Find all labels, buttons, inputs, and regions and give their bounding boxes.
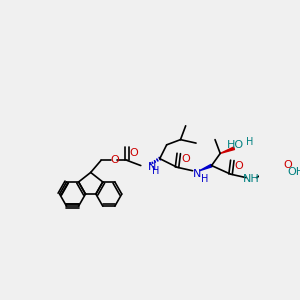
Text: N: N: [193, 169, 201, 179]
Text: H: H: [246, 137, 253, 147]
Polygon shape: [220, 147, 235, 154]
Text: O: O: [181, 154, 190, 164]
Text: O: O: [110, 155, 119, 165]
Polygon shape: [200, 164, 212, 171]
Text: H: H: [201, 174, 208, 184]
Text: O: O: [130, 148, 138, 158]
Text: O: O: [283, 160, 292, 170]
Text: NH: NH: [243, 174, 260, 184]
Text: OH: OH: [288, 167, 300, 178]
Text: N: N: [148, 162, 156, 172]
Text: HO: HO: [227, 140, 244, 150]
Text: H: H: [152, 166, 159, 176]
Text: O: O: [235, 161, 244, 171]
